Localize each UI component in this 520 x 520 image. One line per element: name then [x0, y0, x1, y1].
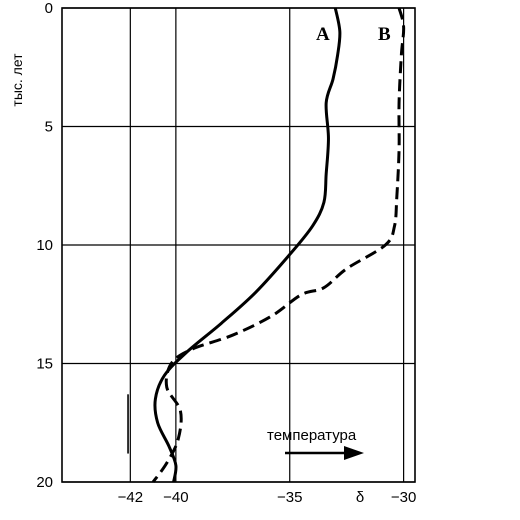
arrow-head	[344, 446, 364, 460]
y-tick-label: 20	[36, 474, 53, 491]
x-tick-label: −35	[277, 489, 302, 506]
series-layer	[127, 7, 406, 483]
series-line-a	[153, 7, 342, 483]
x-tick-label: −30	[391, 489, 416, 506]
x-axis-title: δ	[356, 489, 364, 506]
plot-frame	[61, 7, 416, 483]
series-line-b	[151, 7, 406, 483]
tick-labels: −42 −40 −35 −30 0 5 10 15 20	[36, 0, 416, 506]
series-label-a: A	[316, 24, 330, 45]
y-tick-label: 0	[45, 0, 53, 17]
temperature-annotation: температура	[267, 427, 364, 460]
grid	[62, 7, 415, 483]
y-axis-title: тыс. лет	[9, 53, 25, 107]
arrow-right-icon	[285, 446, 364, 460]
x-tick-label: −42	[118, 489, 143, 506]
x-tick-label: −40	[163, 489, 188, 506]
y-tick-label: 15	[36, 356, 53, 373]
y-tick-label: 10	[36, 237, 53, 254]
series-label-b: B	[378, 24, 391, 45]
y-tick-label: 5	[45, 119, 53, 136]
temperature-label: температура	[267, 427, 357, 444]
